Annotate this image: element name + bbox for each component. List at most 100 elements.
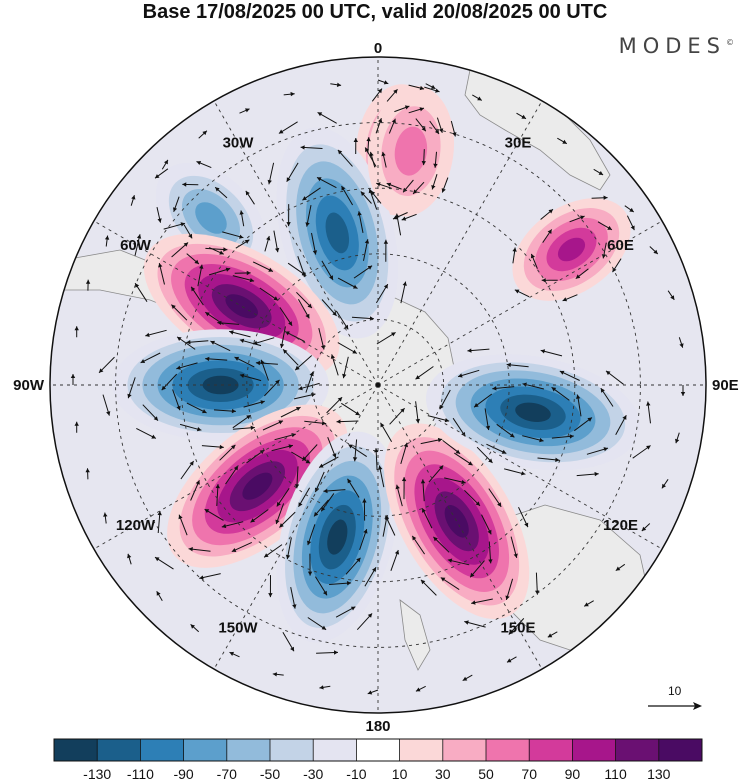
longitude-labels: 0 30E 60E 90E 120E 150E 180 150W 120W 90W 60W 30W bbox=[13, 40, 739, 735]
lon-label-120W: 120W bbox=[116, 517, 156, 534]
lon-label-180: 180 bbox=[365, 718, 390, 735]
wind-vector-head-151 bbox=[314, 511, 319, 517]
wind-vector-head-156 bbox=[356, 557, 361, 563]
wind-vector-head-93 bbox=[275, 379, 280, 385]
wind-vector-head-51 bbox=[391, 332, 396, 337]
wind-vector-head-231 bbox=[415, 418, 420, 424]
wind-vector-head-32 bbox=[367, 265, 373, 270]
wind-vector-head-37 bbox=[302, 196, 307, 201]
wind-vector-head-213 bbox=[474, 403, 479, 408]
meridian-330 bbox=[213, 100, 379, 386]
wind-vector-head-232 bbox=[415, 375, 420, 380]
wind-vector-head-274 bbox=[462, 676, 468, 681]
wind-vector-head-180 bbox=[422, 508, 426, 513]
wind-vector-head-146 bbox=[155, 557, 160, 562]
wind-vector-head-30 bbox=[357, 211, 362, 216]
wind-vector-head-96 bbox=[202, 409, 207, 414]
wind-vector-head-45 bbox=[286, 222, 291, 227]
lon-label-90E: 90E bbox=[712, 377, 739, 394]
wind-vector-head-270 bbox=[615, 566, 621, 571]
wind-vector-head-255 bbox=[386, 182, 392, 187]
wind-vector-head-76 bbox=[158, 263, 163, 268]
wind-vector-head-303 bbox=[653, 249, 658, 254]
wind-vector-head-169 bbox=[275, 519, 280, 525]
wind-vector-head-193 bbox=[468, 461, 473, 466]
anomaly-contour-4-6 bbox=[202, 375, 239, 395]
wind-vector-head-168 bbox=[268, 593, 273, 598]
wind-vector-head-263 bbox=[366, 137, 371, 142]
wind-vector-head-57 bbox=[317, 112, 323, 117]
anomaly-contour-10-2 bbox=[394, 126, 428, 176]
wind-vector-head-182 bbox=[439, 465, 444, 470]
anomaly-contour-2-5 bbox=[325, 212, 350, 254]
wind-vector-head-157 bbox=[346, 581, 352, 586]
wind-vector-head-170 bbox=[302, 456, 307, 461]
wind-vector-head-186 bbox=[488, 559, 493, 564]
wind-vector-head-256 bbox=[381, 151, 386, 157]
wind-vector-head-48 bbox=[365, 147, 370, 153]
wind-vector-head-10 bbox=[360, 191, 366, 196]
wind-vector-head-301 bbox=[598, 171, 604, 175]
colorbar-label--30: -30 bbox=[303, 766, 323, 782]
wind-vector-head-79 bbox=[301, 271, 307, 276]
wind-vector-head-78 bbox=[239, 234, 244, 239]
wind-vector-head-242 bbox=[547, 229, 552, 234]
wind-vector-head-281 bbox=[156, 591, 161, 596]
wind-vector-head-284 bbox=[85, 468, 90, 473]
wind-vector-head-173 bbox=[401, 477, 407, 482]
wind-vector-head-89 bbox=[176, 365, 181, 370]
anomaly-contour-3-6 bbox=[225, 294, 258, 319]
wind-vector-head-145 bbox=[199, 575, 204, 580]
wind-vector-head-267 bbox=[675, 438, 680, 444]
wind-vector-head-286 bbox=[70, 374, 76, 378]
wind-vector-head-138 bbox=[189, 461, 194, 466]
wind-vector-head-277 bbox=[319, 685, 324, 690]
wind-vector-head-249 bbox=[548, 209, 553, 214]
meridian-120 bbox=[377, 384, 663, 550]
colorbar-box-0 bbox=[54, 739, 98, 761]
wind-vector-head-283 bbox=[103, 512, 108, 517]
wind-vector-head-17 bbox=[244, 239, 250, 244]
wind-vector-head-223 bbox=[458, 373, 463, 378]
wind-vector-head-214 bbox=[492, 386, 497, 391]
anomaly-field bbox=[112, 84, 640, 643]
wind-vector-head-192 bbox=[437, 437, 443, 443]
wind-vector-head-201 bbox=[400, 408, 405, 413]
colorbar-box-14 bbox=[658, 739, 703, 761]
wind-vector-head-275 bbox=[415, 687, 421, 692]
wind-vector-head-235 bbox=[606, 370, 611, 376]
wind-vector-head-55 bbox=[267, 179, 272, 185]
wind-vector-head-264 bbox=[393, 89, 398, 94]
wind-vector-head-177 bbox=[290, 646, 294, 652]
wind-vector-head-254 bbox=[413, 189, 418, 194]
wind-vector-head-252 bbox=[434, 129, 439, 134]
wind-vector-head-115 bbox=[151, 434, 156, 439]
wind-vector-head-43 bbox=[332, 311, 337, 316]
wind-vector-head-16 bbox=[239, 210, 244, 215]
wind-vector-head-204 bbox=[524, 522, 529, 528]
wind-vector-head-53 bbox=[305, 313, 310, 319]
wind-vector-head-139 bbox=[246, 415, 251, 420]
wind-vector-head-187 bbox=[470, 572, 475, 578]
wind-vector-head-268 bbox=[661, 483, 666, 489]
wind-vector-head-142 bbox=[352, 457, 358, 462]
wind-vector-head-295 bbox=[336, 82, 342, 87]
wind-vector-head-71 bbox=[320, 345, 326, 350]
wind-vector-head-31 bbox=[364, 239, 370, 244]
wind-vector-head-290 bbox=[131, 195, 136, 200]
wind-vector-head-127 bbox=[204, 509, 210, 514]
colorbar-box-3 bbox=[183, 739, 228, 761]
wind-vector-head-90 bbox=[205, 356, 210, 362]
wind-vector-head-107 bbox=[127, 393, 132, 399]
wind-vector-head-266 bbox=[680, 392, 686, 396]
wind-vector-head-75 bbox=[171, 304, 176, 309]
wind-vector-head-66 bbox=[191, 286, 196, 292]
wind-vector-head-220 bbox=[501, 449, 507, 454]
wind-vector-head-155 bbox=[363, 529, 368, 534]
wind-vector-head-87 bbox=[180, 222, 185, 227]
wind-vector-head-153 bbox=[347, 478, 352, 484]
wind-vector-head-216 bbox=[551, 387, 557, 392]
wind-vector-head-125 bbox=[250, 518, 255, 523]
wind-vector-head-211 bbox=[509, 433, 515, 438]
wind-vector-head-111 bbox=[330, 354, 335, 359]
